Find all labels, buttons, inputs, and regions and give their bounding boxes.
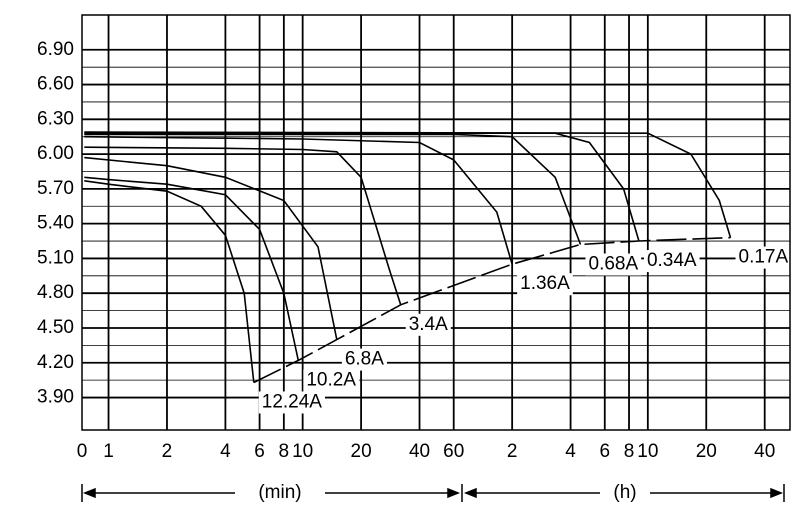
y-tick-label: 5.10 [37,247,74,268]
x-tick-label: 2 [507,441,518,462]
y-tick-label: 6.30 [37,108,74,129]
end-voltage-line [253,236,731,384]
x-unit-label: (h) [613,482,636,503]
y-tick-label: 3.90 [37,387,74,408]
y-tick-label: 4.50 [37,317,74,338]
x-tick-label: 10 [637,441,658,462]
series-label: 0.68A [589,254,639,275]
x-tick-label: 40 [754,441,775,462]
series-line [84,176,300,361]
x-tick-label: 40 [409,441,430,462]
series-label-bg [643,250,700,273]
series-label-bg [585,253,642,276]
series-label: 12.24A [262,391,323,412]
series-label-bg [735,246,792,269]
series-label-bg [341,348,387,371]
x-tick-label: 2 [162,441,173,462]
x-tick-label: 1 [103,441,114,462]
unit-arrows [81,484,785,502]
series-line [84,135,513,265]
series-line [84,133,582,245]
series-line [84,180,255,383]
series-label: 6.8A [345,349,384,370]
series-label: 10.2A [306,369,356,390]
x-unit-label: (min) [258,482,301,503]
x-tick-label: 4 [220,441,231,462]
y-tick-label: 6.90 [37,39,74,60]
x-tick-label: 20 [696,441,717,462]
labels: 3.90 4.20 4.50 4.80 5.10 5.40 5.70 6.00 6.30 6.60… [37,39,792,462]
series-label: 3.4A [409,314,448,335]
x-tick-label: 4 [565,441,576,462]
y-tick-label: 5.70 [37,178,74,199]
marks [84,131,732,384]
x-tick-label: 8 [279,441,290,462]
series-label: 1.36A [520,273,570,294]
plot-frame [81,14,791,431]
x-tick-label: 20 [351,441,372,462]
series-label: 0.34A [647,250,697,271]
series-label-bg [303,369,359,392]
y-tick-label: 5.40 [37,213,74,234]
x-tick-label: 6 [599,441,610,462]
x-tick-label: 10 [292,441,313,462]
x-tick-label: 60 [443,441,464,462]
y-tick-label: 6.60 [37,74,74,95]
series-label-bg [405,313,451,336]
series-label-bg [517,273,573,296]
series-line [84,146,402,306]
x-origin-label: 0 [77,441,88,462]
series-label-bg [258,391,326,414]
grid [82,15,790,430]
series-label: 0.17A [739,247,789,268]
y-tick-label: 4.80 [37,282,74,303]
series-line [84,156,338,340]
x-tick-label: 6 [254,441,265,462]
y-tick-label: 6.00 [37,143,74,164]
series-line [84,131,732,238]
y-tick-label: 4.20 [37,352,74,373]
x-tick-label: 8 [624,441,635,462]
